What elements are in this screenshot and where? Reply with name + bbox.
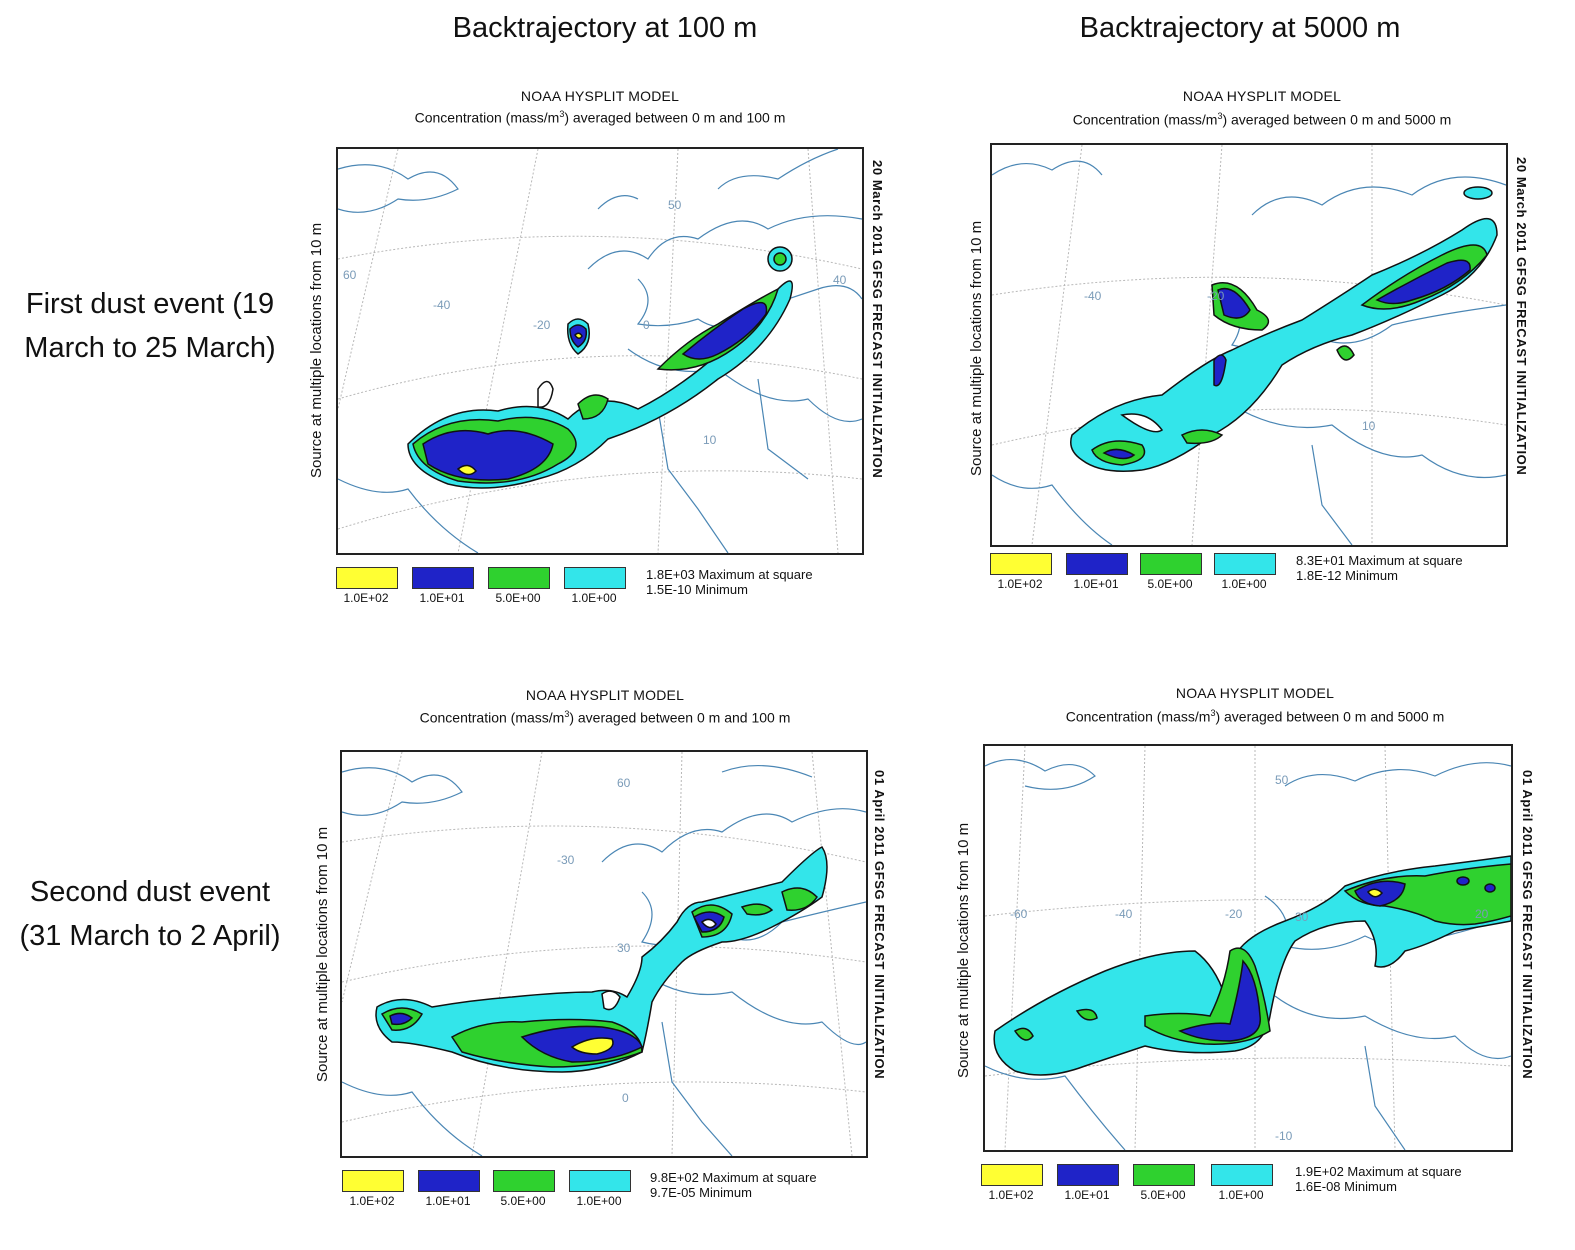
forecast-side-label: 01 April 2011 GFSG FRECAST INITIALIZATIO… [872, 770, 887, 1080]
grid-label: 0 [643, 318, 650, 332]
grid-label: 10 [1362, 419, 1376, 433]
model-title: NOAA HYSPLIT MODEL [525, 687, 685, 703]
grid-label: 20 [1475, 907, 1489, 921]
grid-label: -60 [1010, 907, 1028, 921]
concentration-legend: 1.0E+02 1.0E+01 5.0E+00 1.0E+00 8.3E+01 … [962, 553, 1562, 593]
forecast-side-label: 20 March 2011 GFSG FRECAST INITIALIZATIO… [870, 160, 885, 479]
grid-label: 0 [622, 1091, 629, 1105]
legend-level: 1.0E+00 [1221, 577, 1267, 591]
legend-level: 1.0E+02 [343, 591, 389, 605]
legend-swatch-yellow [336, 567, 398, 589]
concentration-legend: 1.0E+02 1.0E+01 5.0E+00 1.0E+00 1.9E+02 … [955, 1164, 1555, 1204]
grid-label: -40 [1084, 289, 1102, 303]
legend-level: 5.0E+00 [1140, 1188, 1186, 1202]
legend-level: 5.0E+00 [500, 1194, 546, 1208]
dispersion-map: 60 -40 -20 0 50 40 10 [336, 147, 864, 555]
grid-label: -20 [533, 318, 551, 332]
grid-label: 10 [703, 433, 717, 447]
legend-swatch-yellow [981, 1164, 1043, 1186]
grid-label: -40 [1115, 907, 1133, 921]
grid-label: 50 [668, 198, 682, 212]
legend-level: 5.0E+00 [495, 591, 541, 605]
legend-swatch-blue [412, 567, 474, 589]
row-header-second-event: Second dust event (31 March to 2 April) [19, 876, 281, 952]
grid-label: 60 [617, 776, 631, 790]
dispersion-map: -40 -20 10 [990, 143, 1508, 547]
legend-level: 1.0E+00 [1218, 1188, 1264, 1202]
grid-label: -10 [1275, 1129, 1293, 1143]
legend-swatch-yellow [990, 553, 1052, 575]
legend-level: 1.0E+00 [571, 591, 617, 605]
row-header-first-event: First dust event (19 March to 25 March) [24, 288, 276, 364]
model-title: NOAA HYSPLIT MODEL [520, 88, 680, 104]
column-header-100m: Backtrajectory at 100 m [452, 12, 758, 44]
source-axis-label: Source at multiple locations from 10 m [314, 826, 331, 1082]
legend-level: 1.0E+02 [988, 1188, 1034, 1202]
hysplit-panel-first-100m: NOAA HYSPLIT MODEL Concentration (mass/m… [300, 85, 900, 605]
legend-level: 1.0E+02 [997, 577, 1043, 591]
hysplit-panel-first-5000m: NOAA HYSPLIT MODEL Concentration (mass/m… [962, 85, 1562, 591]
forecast-side-label: 01 April 2011 GFSG FRECAST INITIALIZATIO… [1520, 770, 1535, 1080]
legend-swatch-green [488, 567, 550, 589]
grid-label: 40 [833, 273, 847, 287]
grid-label: 60 [343, 268, 357, 282]
legend-level: 5.0E+00 [1147, 577, 1193, 591]
grid-label: -20 [1207, 289, 1225, 303]
max-min-readout: 1.9E+02 Maximum at square 1.6E-08 Minimum [1295, 1164, 1462, 1194]
legend-swatch-cyan [1214, 553, 1276, 575]
legend-swatch-green [1133, 1164, 1195, 1186]
legend-swatch-cyan [569, 1170, 631, 1192]
source-axis-label: Source at multiple locations from 10 m [968, 220, 985, 476]
grid-label: -20 [1225, 907, 1243, 921]
grid-label: 30 [1295, 910, 1309, 924]
legend-swatch-blue [1066, 553, 1128, 575]
forecast-side-label: 20 March 2011 GFSG FRECAST INITIALIZATIO… [1514, 157, 1529, 476]
legend-level: 1.0E+01 [419, 591, 465, 605]
grid-label: -30 [557, 853, 575, 867]
legend-swatch-yellow [342, 1170, 404, 1192]
concentration-legend: 1.0E+02 1.0E+01 5.0E+00 1.0E+00 9.8E+02 … [305, 1170, 905, 1210]
legend-swatch-blue [1057, 1164, 1119, 1186]
legend-level: 1.0E+00 [576, 1194, 622, 1208]
legend-level: 1.0E+01 [1064, 1188, 1110, 1202]
max-min-readout: 8.3E+01 Maximum at square 1.8E-12 Minimum [1296, 553, 1463, 583]
grid-label: 30 [617, 941, 631, 955]
legend-swatch-green [493, 1170, 555, 1192]
concentration-legend: 1.0E+02 1.0E+01 5.0E+00 1.0E+00 1.8E+03 … [300, 567, 900, 607]
legend-level: 1.0E+01 [1073, 577, 1119, 591]
legend-swatch-cyan [564, 567, 626, 589]
model-title: NOAA HYSPLIT MODEL [1182, 88, 1342, 104]
panel-subtitle: Concentration (mass/m3) averaged between… [419, 709, 791, 726]
grid-label: -40 [433, 298, 451, 312]
dispersion-map: 60 -30 30 0 [340, 750, 868, 1158]
max-min-readout: 1.8E+03 Maximum at square 1.5E-10 Minimum [646, 567, 813, 597]
model-title: NOAA HYSPLIT MODEL [1175, 685, 1335, 701]
panel-subtitle: Concentration (mass/m3) averaged between… [414, 109, 786, 126]
panel-subtitle: Concentration (mass/m3) averaged between… [1065, 708, 1445, 725]
legend-swatch-green [1140, 553, 1202, 575]
grid-label: 50 [1275, 773, 1289, 787]
column-header-5000m: Backtrajectory at 5000 m [1079, 12, 1401, 44]
hysplit-panel-second-5000m: NOAA HYSPLIT MODEL Concentration (mass/m… [955, 684, 1555, 1202]
legend-swatch-cyan [1211, 1164, 1273, 1186]
source-axis-label: Source at multiple locations from 10 m [308, 222, 325, 478]
legend-level: 1.0E+01 [425, 1194, 471, 1208]
legend-level: 1.0E+02 [349, 1194, 395, 1208]
legend-swatch-blue [418, 1170, 480, 1192]
source-axis-label: Source at multiple locations from 10 m [955, 822, 972, 1078]
panel-subtitle: Concentration (mass/m3) averaged between… [1072, 111, 1452, 128]
hysplit-panel-second-100m: NOAA HYSPLIT MODEL Concentration (mass/m… [305, 684, 905, 1208]
dispersion-map: 50 -60 -40 -20 30 20 -10 [983, 744, 1513, 1152]
max-min-readout: 9.8E+02 Maximum at square 9.7E-05 Minimum [650, 1170, 817, 1200]
